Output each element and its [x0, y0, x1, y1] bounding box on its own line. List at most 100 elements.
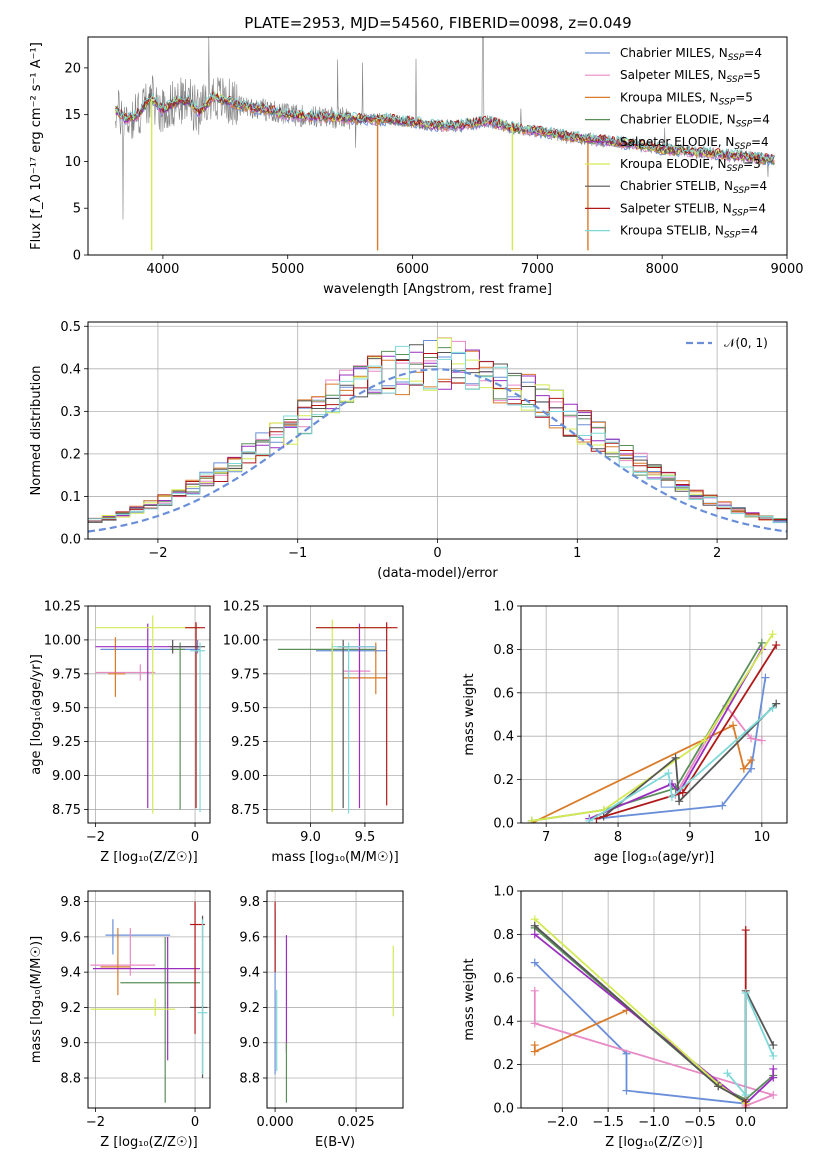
residuals-xlabel: (data-model)/error — [377, 566, 498, 581]
mass_vs_Z-errorbar — [92, 936, 201, 1061]
mass_vs_Z-errorbar — [90, 928, 156, 976]
age_vs_mass-errorbar — [315, 619, 393, 813]
weight_vs_age-series-line — [531, 724, 752, 823]
mass_vs_ebv-xtick-label: 0.025 — [337, 1115, 374, 1130]
weight_vs_age-xtick-label: 7 — [542, 830, 550, 845]
weight_vs_Z-xtick-label: −0.5 — [684, 1115, 716, 1130]
spectrum-xtick-label: 7000 — [521, 262, 554, 277]
weight_vs_age-point-marker — [768, 703, 777, 712]
weight_vs_age-point-marker — [678, 788, 687, 797]
weight_vs_Z-point-marker — [741, 926, 750, 935]
age_vs_mass-ytick-label: 9.75 — [231, 667, 260, 682]
weight_vs_age-point-marker — [718, 801, 727, 810]
weight-vs-age-panel: 7 8 9 10 0.0 0.2 0.4 0.6 0.8 1.0 age [log₁₀(age/yr… — [462, 600, 788, 865]
weight_vs_Z-ylabel: mass weight — [462, 958, 477, 1040]
spectrum-ytick-label: 20 — [64, 61, 81, 76]
residuals-xtick-label: −1 — [288, 546, 307, 561]
mass_vs_Z-ytick-label: 8.8 — [60, 1072, 81, 1087]
mass_vs_ebv-xlabel: E(B-V) — [315, 1135, 355, 1150]
weight_vs_Z-series-line — [534, 961, 746, 1105]
spectrum-plot-area — [115, 37, 775, 251]
spectrum-xtick-label: 8000 — [646, 262, 679, 277]
age_vs_Z-ytick-label: 10.00 — [44, 633, 81, 648]
weight_vs_Z-point-marker — [741, 988, 750, 997]
weight_vs_Z-series-line — [534, 918, 747, 1105]
mass-vs-metallicity-panel: −2 0 8.8 9.0 9.2 9.4 9.6 9.8 Z [log₁₀(Z/Z☉)] mass… — [29, 890, 211, 1150]
age_vs_mass-errorbar — [343, 642, 387, 695]
legend-label: Salpeter ELODIE, NSSP=4 — [620, 135, 769, 152]
weight_vs_Z-plot-area — [530, 915, 778, 1108]
mass_vs_Z-ytick-label: 9.8 — [60, 895, 81, 910]
weight_vs_Z-point-marker — [530, 921, 539, 930]
weight_vs_Z-xtick-label: −1.5 — [592, 1115, 624, 1130]
age_vs_mass-ytick-label: 9.50 — [231, 701, 260, 716]
age_vs_mass-ytick-label: 8.75 — [231, 803, 260, 818]
legend-label: Kroupa ELODIE, NSSP=3 — [620, 157, 761, 174]
residuals-ytick-label: 0.3 — [60, 405, 81, 420]
spectrum-xtick-label: 6000 — [396, 262, 429, 277]
weight_vs_age-point-marker — [772, 641, 781, 650]
residuals-plot-area — [88, 337, 787, 533]
legend-label: Kroupa STELIB, NSSP=4 — [620, 224, 758, 241]
age_vs_mass-frame — [266, 605, 404, 824]
weight_vs_age-plot-area — [527, 630, 781, 823]
weight_vs_Z-xtick-label: −1.0 — [638, 1115, 670, 1130]
weight_vs_age-xtick-label: 9 — [686, 830, 694, 845]
residuals-ytick-label: 0.1 — [60, 490, 81, 505]
weight_vs_age-ytick-label: 0.4 — [493, 730, 514, 745]
weight_vs_age-point-marker — [747, 756, 756, 765]
age_vs_Z-xlabel: Z [log₁₀(Z/Z☉)] — [100, 850, 197, 865]
age_vs_Z-errorbar — [185, 622, 206, 809]
weight_vs_Z-point-marker — [622, 1086, 631, 1095]
weight_vs_Z-series-line — [533, 990, 776, 1107]
spectrum-ytick-label: 0 — [73, 249, 81, 264]
weight_vs_Z-point-marker — [714, 1082, 723, 1091]
age_vs_mass-ytick-label: 10.25 — [223, 600, 260, 615]
residuals-xtick-label: 2 — [713, 546, 721, 561]
age_vs_mass-ytick-label: 9.25 — [231, 735, 260, 750]
weight_vs_age-series-line — [674, 704, 762, 796]
age_vs_Z-errorbar — [95, 615, 201, 814]
weight_vs_Z-xlabel: Z [log₁₀(Z/Z☉)] — [605, 1135, 702, 1150]
weight_vs_age-point-marker — [671, 753, 680, 762]
residuals-xtick-label: 0 — [433, 546, 441, 561]
age_vs_mass-errorbar — [277, 642, 376, 811]
spectrum-xtick-label: 5000 — [271, 262, 304, 277]
weight_vs_Z-ytick-label: 0.0 — [493, 1102, 514, 1117]
age_vs_Z-ytick-label: 8.75 — [52, 803, 81, 818]
weight_vs_Z-point-marker — [723, 1069, 732, 1078]
weight_vs_age-series-line — [603, 702, 777, 818]
weight_vs_age-point-marker — [729, 721, 738, 730]
model-spectrum-line — [115, 90, 775, 162]
mass_vs_ebv-ytick-label: 9.8 — [239, 895, 260, 910]
age_vs_Z-errorbar — [95, 664, 156, 681]
weight_vs_Z-point-marker — [769, 1064, 778, 1073]
age_vs_mass-errorbar — [315, 622, 398, 806]
age_vs_Z-errorbar — [95, 623, 201, 809]
weight_vs_Z-frame — [520, 890, 788, 1109]
weight_vs_Z-ytick-label: 0.6 — [493, 971, 514, 986]
weight_vs_age-ytick-label: 0.2 — [493, 773, 514, 788]
model-spectrum-line — [115, 95, 775, 168]
weight_vs_Z-series-line — [726, 992, 775, 1098]
mass_vs_Z-xtick-label: −2 — [86, 1115, 105, 1130]
weight_vs_Z-xtick-label: 0.0 — [735, 1115, 756, 1130]
weight_vs_Z-series-line — [533, 1009, 627, 1053]
mass_vs_Z-ytick-label: 9.6 — [60, 930, 81, 945]
spectrum-ytick-label: 10 — [64, 155, 81, 170]
age_vs_mass-errorbar — [343, 653, 371, 681]
mass_vs_ebv-ytick-label: 9.2 — [239, 1001, 260, 1016]
mass_vs_ebv-frame — [266, 890, 404, 1109]
weight_vs_age-series-line — [588, 707, 774, 822]
weight_vs_Z-point-marker — [530, 986, 539, 995]
residuals-ytick-label: 0.5 — [60, 320, 81, 335]
spectrum-legend: Chabrier MILES, NSSP=4 Salpeter MILES, NS… — [585, 46, 770, 241]
weight_vs_age-point-marker — [747, 734, 756, 743]
weight_vs_age-xtick-label: 8 — [614, 830, 622, 845]
mass_vs_ebv-ytick-label: 9.0 — [239, 1036, 260, 1051]
mass_vs_ebv-xtick-label: 0.000 — [256, 1115, 293, 1130]
spectrum-xtick-label: 4000 — [146, 262, 179, 277]
age_vs_mass-xtick-label: 9.5 — [355, 830, 376, 845]
weight_vs_age-series-line — [596, 677, 767, 820]
weight_vs_Z-ytick-label: 1.0 — [493, 885, 514, 900]
